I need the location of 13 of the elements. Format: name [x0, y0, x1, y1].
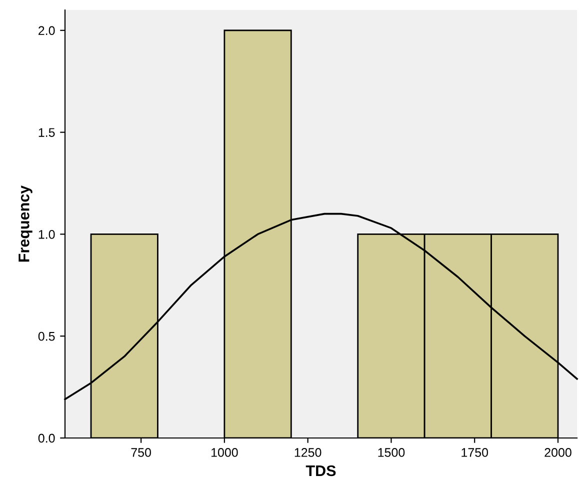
x-tick-label: 2000 — [544, 448, 572, 457]
x-tick-label: 1750 — [462, 448, 488, 457]
y-tick-label: 2.0 — [38, 26, 55, 36]
x-tick-label: 750 — [131, 448, 151, 457]
y-tick-label: 0.5 — [38, 332, 55, 341]
y-tick-label: 1.0 — [38, 230, 55, 239]
x-tick-label: 1500 — [378, 448, 405, 457]
y-tick-label: 0.0 — [38, 434, 55, 443]
y-tick-label: 1.5 — [38, 128, 55, 137]
x-tick-label: 1000 — [211, 448, 238, 457]
x-tick-label: 1250 — [294, 448, 322, 457]
x-axis-title: TDS — [306, 465, 336, 476]
y-axis-title: Frequency — [18, 185, 32, 262]
